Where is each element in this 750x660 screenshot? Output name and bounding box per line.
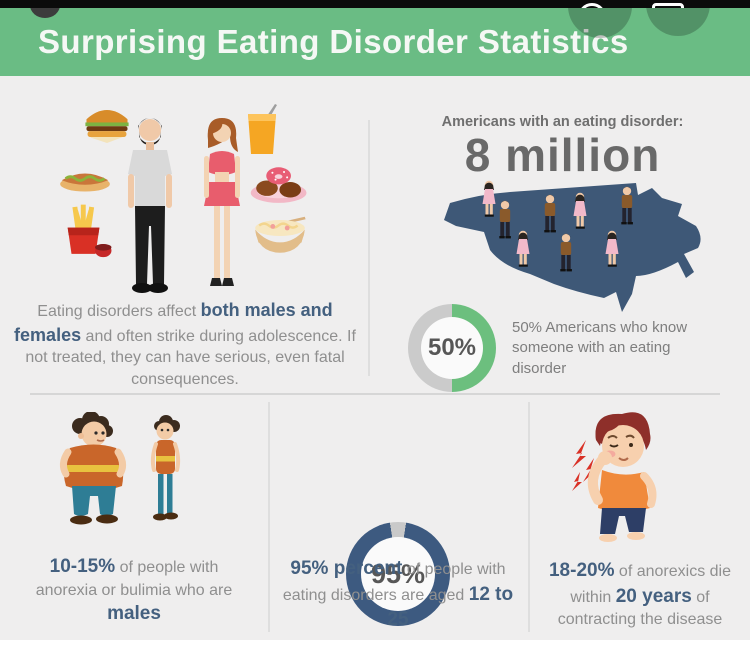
noodle-bowl-illustration (255, 216, 306, 253)
divider-vertical-bottom-2 (528, 402, 530, 632)
donut-chart-95: 95% (346, 522, 450, 626)
donut-50-value: 50% (427, 334, 477, 361)
boy-in-pain-illustration (572, 412, 657, 542)
hot-dog-illustration (60, 173, 110, 192)
usa-map-with-people-illustration (444, 180, 701, 312)
donut-chart-50: 50% (408, 304, 496, 392)
donut-95-hole: 95% (361, 537, 435, 611)
status-bar (0, 0, 750, 8)
death-stat-body: of anorexics die within (570, 563, 731, 606)
death-stat-body-2: of contracting the disease (557, 588, 723, 629)
overweight-and-thin-boys-illustration (59, 412, 181, 525)
header-banner: Surprising Eating Disorder Statistics (0, 8, 750, 76)
eight-million-stat: 8 million (464, 129, 661, 181)
males-stat-highlight: males (107, 603, 161, 625)
burger-illustration (85, 110, 129, 143)
page-title: Surprising Eating Disorder Statistics (38, 23, 629, 60)
donut-95-value: 95% (370, 558, 426, 589)
donut-plate-illustration (250, 167, 307, 203)
divider-vertical-bottom-1 (268, 402, 270, 632)
males-stat-text: 10-15% of people with anorexia or bulimi… (28, 554, 240, 627)
circle-button-partial-icon[interactable] (578, 3, 606, 8)
age-stat-body: of people with eating disorders are aged (282, 561, 506, 604)
age-stat-text: 95% percent of people with eating disord… (278, 556, 518, 633)
death-stat-number: 18-20% (548, 560, 615, 581)
americans-label: Americans with an eating disorder: (441, 114, 684, 130)
donut-50-hole: 50% (421, 317, 483, 379)
paragraph-text: Eating disorders affect (37, 303, 201, 320)
donut-50-caption: 50% Americans who know someone with an e… (512, 319, 688, 377)
age-stat-number: 95% percent (290, 558, 403, 579)
paragraph-text-2: and often strike during adolescence. If … (25, 327, 356, 388)
death-stat-highlight: 20 years (615, 585, 692, 607)
divider-vertical-top (368, 120, 370, 376)
infographic-body: Eating disorders affect both males and f… (0, 76, 750, 640)
anorexia-death-stat-text: 18-20% of anorexics die within 20 years … (534, 558, 746, 631)
males-females-paragraph: Eating disorders affect both males and f… (14, 298, 356, 390)
man-figure-illustration (128, 118, 172, 293)
males-stat-number: 10-15% (49, 556, 116, 577)
males-stat-body: of people with anorexia or bulimia who a… (35, 559, 233, 599)
age-stat-highlight: 12 to 25 (387, 583, 514, 631)
window-button-partial-icon[interactable] (652, 3, 684, 8)
juice-glass-illustration (248, 104, 277, 154)
divider-horizontal (30, 393, 720, 395)
paragraph-highlight: both males and females (14, 300, 333, 345)
woman-figure-illustration (204, 118, 240, 286)
cutoff-dark-circle (30, 8, 60, 18)
french-fries-illustration (67, 204, 112, 258)
